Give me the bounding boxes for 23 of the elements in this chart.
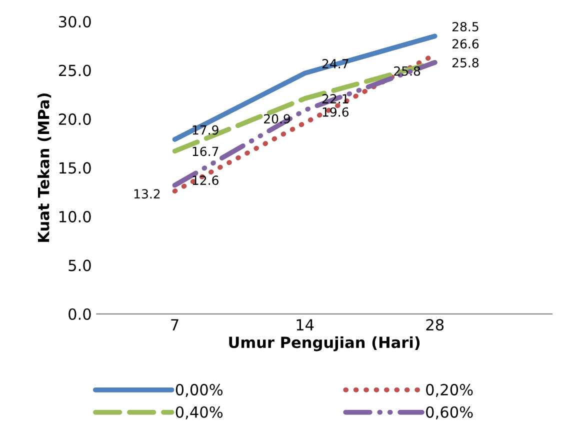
data-label: 16.7 bbox=[192, 146, 218, 156]
legend-label: 0,00% bbox=[176, 384, 223, 398]
legend-label: 0,40% bbox=[176, 406, 223, 420]
data-label: 25.8 bbox=[394, 66, 420, 76]
y-tick-label: 20.0 bbox=[58, 113, 91, 125]
x-axis-title: Umur Pengujian (Hari) bbox=[229, 336, 420, 352]
x-tick-label: 28 bbox=[426, 319, 444, 331]
y-tick-label: 25.0 bbox=[58, 64, 91, 76]
y-tick-label: 5.0 bbox=[68, 260, 91, 272]
data-label: 13.2 bbox=[134, 189, 160, 199]
y-tick-label: 0.0 bbox=[68, 308, 91, 320]
data-label: 25.8 bbox=[452, 58, 479, 68]
y-tick-label: 10.0 bbox=[60, 210, 91, 222]
x-tick-label: 14 bbox=[296, 319, 314, 330]
x-tick-label: 7 bbox=[171, 319, 178, 330]
data-label: 26.6 bbox=[452, 39, 479, 49]
legend-label: 0,60% bbox=[426, 406, 473, 420]
y-tick-label: 30.0 bbox=[59, 16, 91, 28]
y-tick-label: 15.0 bbox=[60, 162, 91, 174]
data-label: 19.6 bbox=[322, 107, 349, 117]
data-label: 28.5 bbox=[452, 22, 478, 32]
y-axis-title: Kuat Tekan (MPa) bbox=[38, 93, 52, 242]
legend-label: 0,20% bbox=[426, 384, 473, 398]
